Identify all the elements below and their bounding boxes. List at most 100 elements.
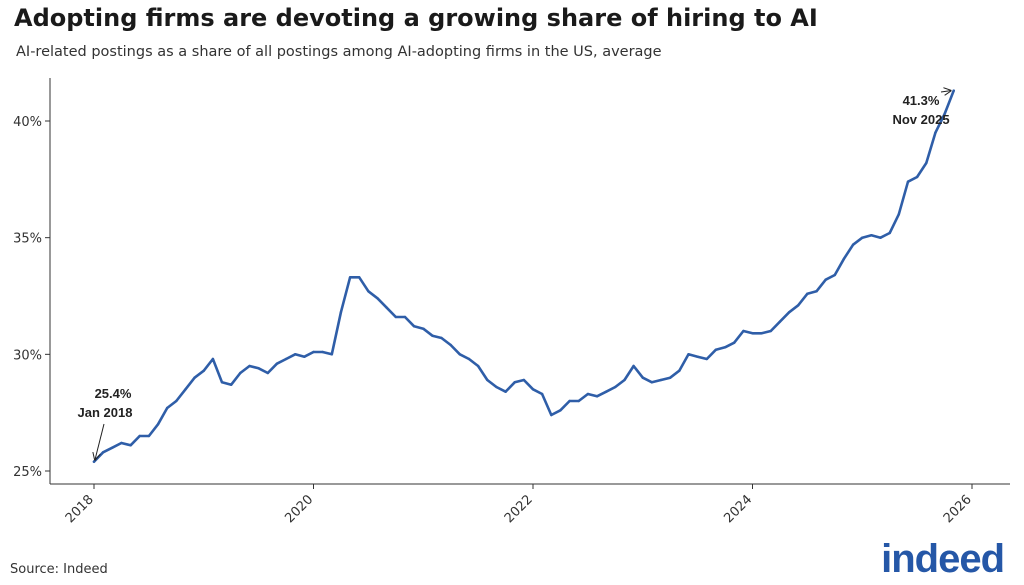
- annotation-date-end: Nov 2025: [892, 112, 949, 127]
- x-tick-label: 2018: [63, 492, 97, 526]
- indeed-logo: indeed: [881, 537, 1005, 581]
- data-point: [522, 378, 526, 382]
- data-point: [92, 460, 96, 463]
- data-point: [440, 336, 443, 340]
- data-point: [605, 390, 608, 393]
- data-point: [257, 367, 260, 370]
- data-point: [678, 369, 681, 372]
- data-point: [952, 89, 955, 92]
- data-point: [385, 306, 388, 309]
- data-point: [101, 451, 105, 454]
- data-point: [586, 392, 590, 396]
- y-tick-label: 25%: [13, 465, 42, 480]
- data-point: [833, 273, 836, 277]
- annotations: 25.4% Jan 2018 41.3% Nov 2025: [78, 91, 951, 460]
- data-point: [422, 327, 425, 330]
- data-point: [861, 236, 864, 239]
- data-point: [550, 413, 553, 417]
- data-point: [129, 444, 132, 447]
- data-point: [595, 395, 599, 398]
- data-point: [897, 213, 900, 216]
- data-point: [184, 388, 187, 391]
- data-point: [568, 399, 571, 403]
- data-point: [348, 276, 352, 279]
- data-point: [394, 315, 397, 319]
- data-point: [239, 371, 242, 375]
- data-point: [815, 290, 818, 293]
- chart-subtitle: AI-related postings as a share of all po…: [16, 44, 662, 60]
- data-point: [906, 180, 910, 183]
- data-point: [879, 236, 882, 239]
- x-tick-label: 2020: [282, 492, 316, 526]
- data-point: [175, 399, 178, 403]
- data-point: [202, 369, 205, 372]
- data-point: [211, 357, 215, 361]
- data-point: [559, 409, 562, 412]
- data-point: [925, 161, 928, 165]
- data-point: [934, 131, 937, 134]
- data-point: [669, 376, 672, 379]
- data-point: [751, 332, 754, 335]
- data-point: [486, 378, 489, 382]
- data-point: [797, 304, 800, 307]
- data-point: [659, 378, 663, 382]
- x-tick-label: 2026: [941, 492, 975, 526]
- data-point: [312, 350, 315, 354]
- data-point: [888, 231, 891, 235]
- y-tick-label: 40%: [13, 115, 42, 130]
- data-point: [120, 441, 123, 445]
- data-point: [915, 175, 919, 179]
- data-point: [476, 364, 480, 368]
- data-point: [842, 257, 846, 260]
- data-point: [623, 378, 626, 382]
- annotation-value-end: 41.3%: [903, 93, 940, 108]
- data-point: [220, 381, 224, 384]
- data-point: [943, 112, 946, 116]
- data-point: [449, 343, 452, 347]
- data-point: [367, 290, 370, 293]
- data-point: [504, 390, 507, 393]
- data-point: [431, 334, 434, 337]
- x-tick-label: 2024: [721, 492, 755, 526]
- data-point: [303, 355, 306, 358]
- data-point: [540, 392, 544, 396]
- data-point: [266, 371, 269, 375]
- data-point: [275, 362, 279, 365]
- data-point: [156, 423, 160, 426]
- data-point: [403, 315, 407, 319]
- data-point: [230, 383, 233, 386]
- data-point: [870, 234, 873, 237]
- y-tick-label: 30%: [13, 348, 42, 363]
- annotation-arrow-end: [940, 91, 951, 92]
- data-point: [641, 376, 644, 379]
- data-point: [193, 376, 196, 379]
- data-point: [714, 348, 718, 351]
- data-point: [650, 381, 654, 384]
- data-point: [632, 364, 635, 368]
- data-point: [248, 364, 251, 368]
- data-point: [787, 311, 791, 314]
- data-point: [851, 243, 855, 246]
- data-point: [495, 385, 498, 389]
- data-point: [111, 446, 114, 449]
- x-tick-label: 2022: [502, 492, 536, 526]
- data-point: [806, 292, 809, 295]
- annotation-arrow-start: [95, 423, 105, 460]
- data-point: [458, 353, 461, 356]
- data-point: [705, 357, 708, 361]
- data-point: [769, 329, 772, 333]
- data-point: [614, 385, 617, 389]
- source-note: Source: Indeed: [10, 562, 108, 577]
- data-point: [330, 353, 333, 356]
- chart-title: Adopting firms are devoting a growing sh…: [14, 4, 818, 32]
- y-tick-label: 35%: [13, 232, 42, 247]
- data-point: [138, 434, 141, 438]
- data-point: [147, 434, 151, 438]
- data-point: [166, 406, 169, 410]
- series-line: [92, 89, 955, 463]
- data-point: [577, 399, 580, 403]
- data-point: [723, 346, 727, 349]
- data-point: [467, 357, 471, 361]
- y-axis-ticks: 25% 30% 35% 40%: [13, 115, 50, 480]
